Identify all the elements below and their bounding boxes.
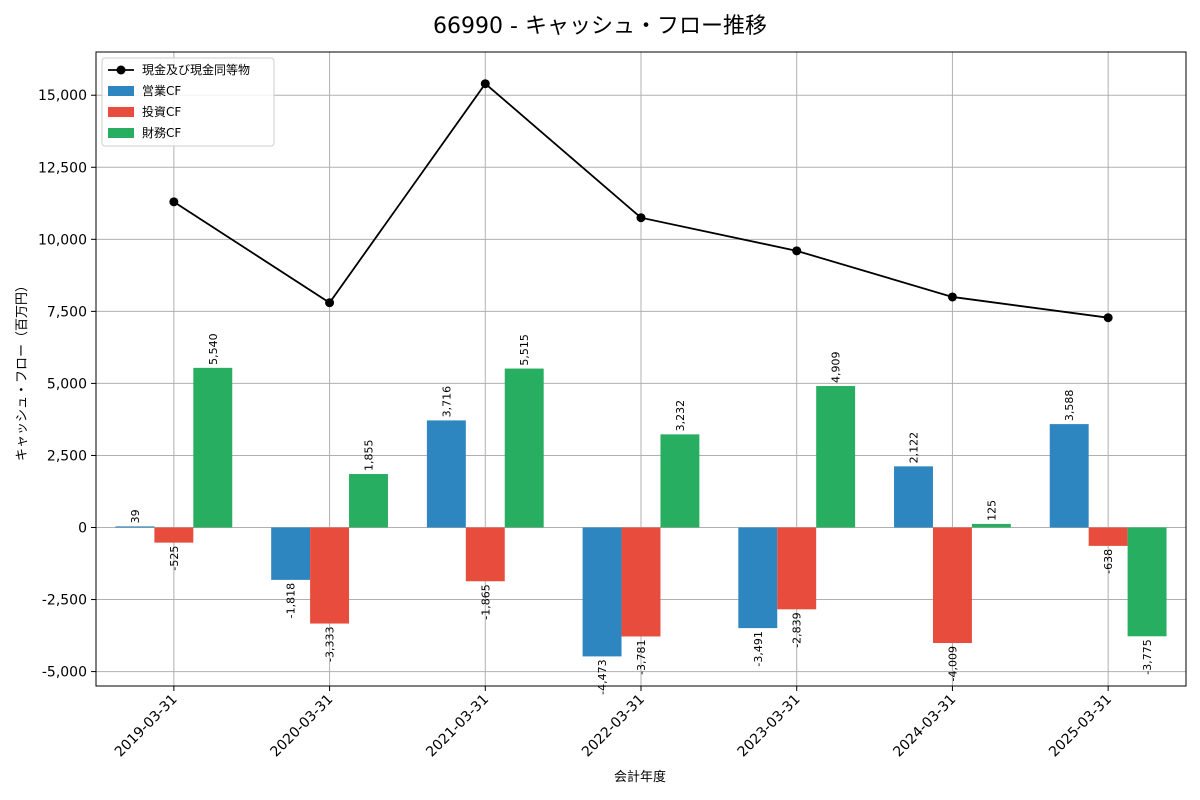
- bar-財務CF: [193, 367, 233, 528]
- bar-value-label: 1,855: [363, 440, 376, 472]
- bar-value-label: 3,232: [674, 400, 687, 432]
- legend-label: 投資CF: [142, 104, 181, 119]
- bar-営業CF: [1049, 424, 1089, 528]
- bar-財務CF: [660, 434, 700, 528]
- bar-value-label: -525: [168, 546, 181, 571]
- x-tick-label: 2024-03-31: [890, 692, 959, 761]
- bar-営業CF: [894, 466, 933, 528]
- bar-value-label: -1,818: [285, 583, 298, 618]
- legend-label: 現金及び現金同等物: [142, 62, 250, 77]
- legend-box: [101, 57, 275, 147]
- bar-labels: 39 -1,818 3,716 -4,473 -3,491 2,122 3,588 -525 -…: [129, 333, 1154, 695]
- legend-swatch: [108, 107, 134, 117]
- bar-投資CF: [310, 527, 350, 624]
- bar-営業CF: [426, 420, 466, 528]
- y-tick-label: 10,000: [38, 232, 87, 248]
- bar-財務CF: [816, 386, 856, 528]
- legend-swatch: [108, 86, 134, 96]
- bar-value-label: 3,716: [440, 386, 453, 418]
- bar-value-label: 3,588: [1063, 390, 1076, 422]
- bar-value-label: 2,122: [908, 432, 921, 464]
- x-axis-label: 会計年度: [614, 769, 666, 785]
- cash-line-point: [1103, 313, 1113, 323]
- x-tick-label: 2022-03-31: [579, 692, 648, 761]
- y-tick-label: -5,000: [42, 665, 87, 681]
- bar-value-label: -3,781: [635, 639, 648, 674]
- bar-営業CF: [271, 527, 311, 580]
- cash-line-point: [169, 197, 179, 207]
- bar-投資CF: [1088, 527, 1128, 546]
- bar-投資CF: [621, 527, 661, 637]
- bar-value-label: 5,540: [207, 333, 220, 365]
- y-tick-label: 5,000: [47, 376, 87, 392]
- bar-営業CF: [738, 527, 778, 629]
- bar-財務CF: [1127, 527, 1167, 637]
- x-tick-label: 2020-03-31: [268, 692, 337, 761]
- x-tick-label: 2025-03-31: [1046, 692, 1115, 761]
- bar-投資CF: [777, 527, 817, 610]
- bar-財務CF: [971, 523, 1011, 528]
- bar-value-label: -4,009: [946, 646, 959, 681]
- legend-swatch: [108, 128, 134, 138]
- y-axis-label: キャッシュ・フロー（百万円）: [15, 279, 30, 461]
- bar-投資CF: [154, 527, 194, 543]
- bar-財務CF: [349, 474, 388, 528]
- bar-value-label: -2,839: [791, 612, 804, 647]
- legend-line-marker: [116, 65, 126, 75]
- cash-line-point: [947, 292, 957, 302]
- bar-value-label: 4,909: [830, 352, 843, 384]
- bar-営業CF: [582, 527, 622, 657]
- cash-line-point: [480, 79, 490, 89]
- x-tick-label: 2021-03-31: [423, 692, 492, 761]
- y-tick-label: 12,500: [38, 160, 87, 176]
- y-tick-label: -2,500: [42, 593, 87, 609]
- bar-value-label: -3,775: [1141, 639, 1154, 674]
- bar-営業CF: [115, 526, 155, 528]
- bar-value-label: 39: [129, 509, 142, 523]
- bar-value-label: -638: [1102, 549, 1115, 574]
- bars: [115, 367, 1167, 657]
- bar-財務CF: [504, 368, 544, 528]
- y-tick-label: 2,500: [47, 448, 87, 464]
- y-tick-label: 15,000: [38, 88, 87, 104]
- x-tick-label: 2019-03-31: [112, 692, 181, 761]
- x-tick-label: 2023-03-31: [735, 692, 804, 761]
- bar-value-label: -3,333: [324, 627, 337, 662]
- cash-line-point: [792, 246, 802, 256]
- bar-value-label: -1,865: [479, 584, 492, 619]
- bar-投資CF: [465, 527, 505, 582]
- legend-label: 財務CF: [142, 125, 181, 140]
- y-tick-label: 7,500: [47, 304, 87, 320]
- cash-line-point: [636, 213, 646, 223]
- cash-line: [169, 79, 1113, 323]
- bar-value-label: -4,473: [596, 659, 609, 694]
- cash-line-point: [325, 298, 335, 308]
- legend-label: 営業CF: [142, 84, 181, 98]
- y-tick-label: 0: [78, 521, 87, 537]
- bar-投資CF: [932, 527, 972, 644]
- chart-title: 66990 - キャッシュ・フロー推移: [433, 14, 767, 39]
- bar-value-label: 125: [985, 500, 998, 521]
- bar-value-label: 5,515: [518, 334, 531, 366]
- bar-value-label: -3,491: [752, 631, 765, 666]
